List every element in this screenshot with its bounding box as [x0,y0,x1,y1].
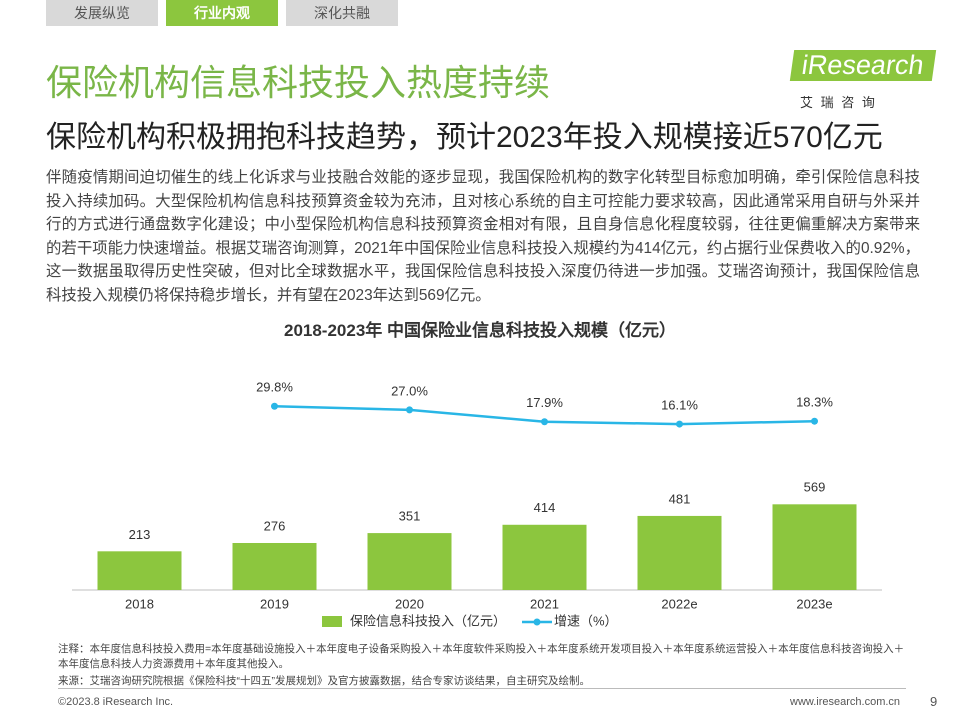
bar-label: 569 [804,480,826,495]
x-tick-label: 2023e [796,596,832,611]
bar [502,524,587,590]
line-label: 29.8% [256,380,293,395]
line-point [406,406,413,414]
bar [772,504,857,590]
line-label: 16.1% [661,398,698,413]
bar-label: 276 [264,518,286,533]
x-tick-label: 2021 [530,596,559,611]
source: 来源：艾瑞咨询研究院根据《保险科技“十四五”发展规划》及官方披露数据，结合专家访… [58,675,590,687]
legend-swatch [533,618,541,626]
bar-label: 481 [669,491,691,506]
line-point [676,420,683,428]
x-tick-label: 2022e [661,596,697,611]
tab[interactable]: 发展纵览 [46,0,158,26]
bar [97,551,182,590]
x-tick-label: 2018 [125,596,154,611]
bar [232,542,317,590]
footer-rule [58,688,906,689]
bar-label: 351 [399,509,421,524]
bar-label: 414 [534,500,556,515]
bar [637,515,722,590]
bar [367,533,452,590]
url: www.iresearch.com.cn [790,696,901,708]
page-number: 9 [930,694,938,709]
note: 注释：本年度信息科技投入费用=本年度基础设施投入＋本年度电子设备采购投入＋本年度… [58,643,905,670]
line-point [811,417,818,425]
title: 保险机构信息科技投入热度持续 [46,62,551,103]
chart-title: 2018-2023年 中国保险业信息科技投入规模（亿元） [283,321,677,340]
line-label: 27.0% [391,383,428,398]
bar-label: 213 [129,527,151,542]
legend-label: 增速（%） [554,613,618,628]
x-tick-label: 2019 [260,596,289,611]
logo-subtitle: 艾 瑞 咨 询 [800,95,877,110]
tab[interactable]: 行业内观 [166,0,278,26]
line-point [541,418,548,426]
line-label: 18.3% [796,395,833,410]
line-point [271,402,278,410]
body-text: 伴随疫情期间迫切催生的线上化诉求与业技融合效能的逐步显现，我国保险机构的数字化转… [46,169,920,304]
line-label: 17.9% [526,395,563,410]
tab[interactable]: 深化共融 [286,0,398,26]
legend-label: 保险信息科技投入（亿元） [350,613,506,628]
copyright: ©2023.8 iResearch Inc. [58,696,174,708]
subtitle: 保险机构积极拥抱科技趋势，预计2023年投入规模接近570亿元 [46,121,883,154]
legend-swatch [322,616,342,627]
x-tick-label: 2020 [395,596,424,611]
